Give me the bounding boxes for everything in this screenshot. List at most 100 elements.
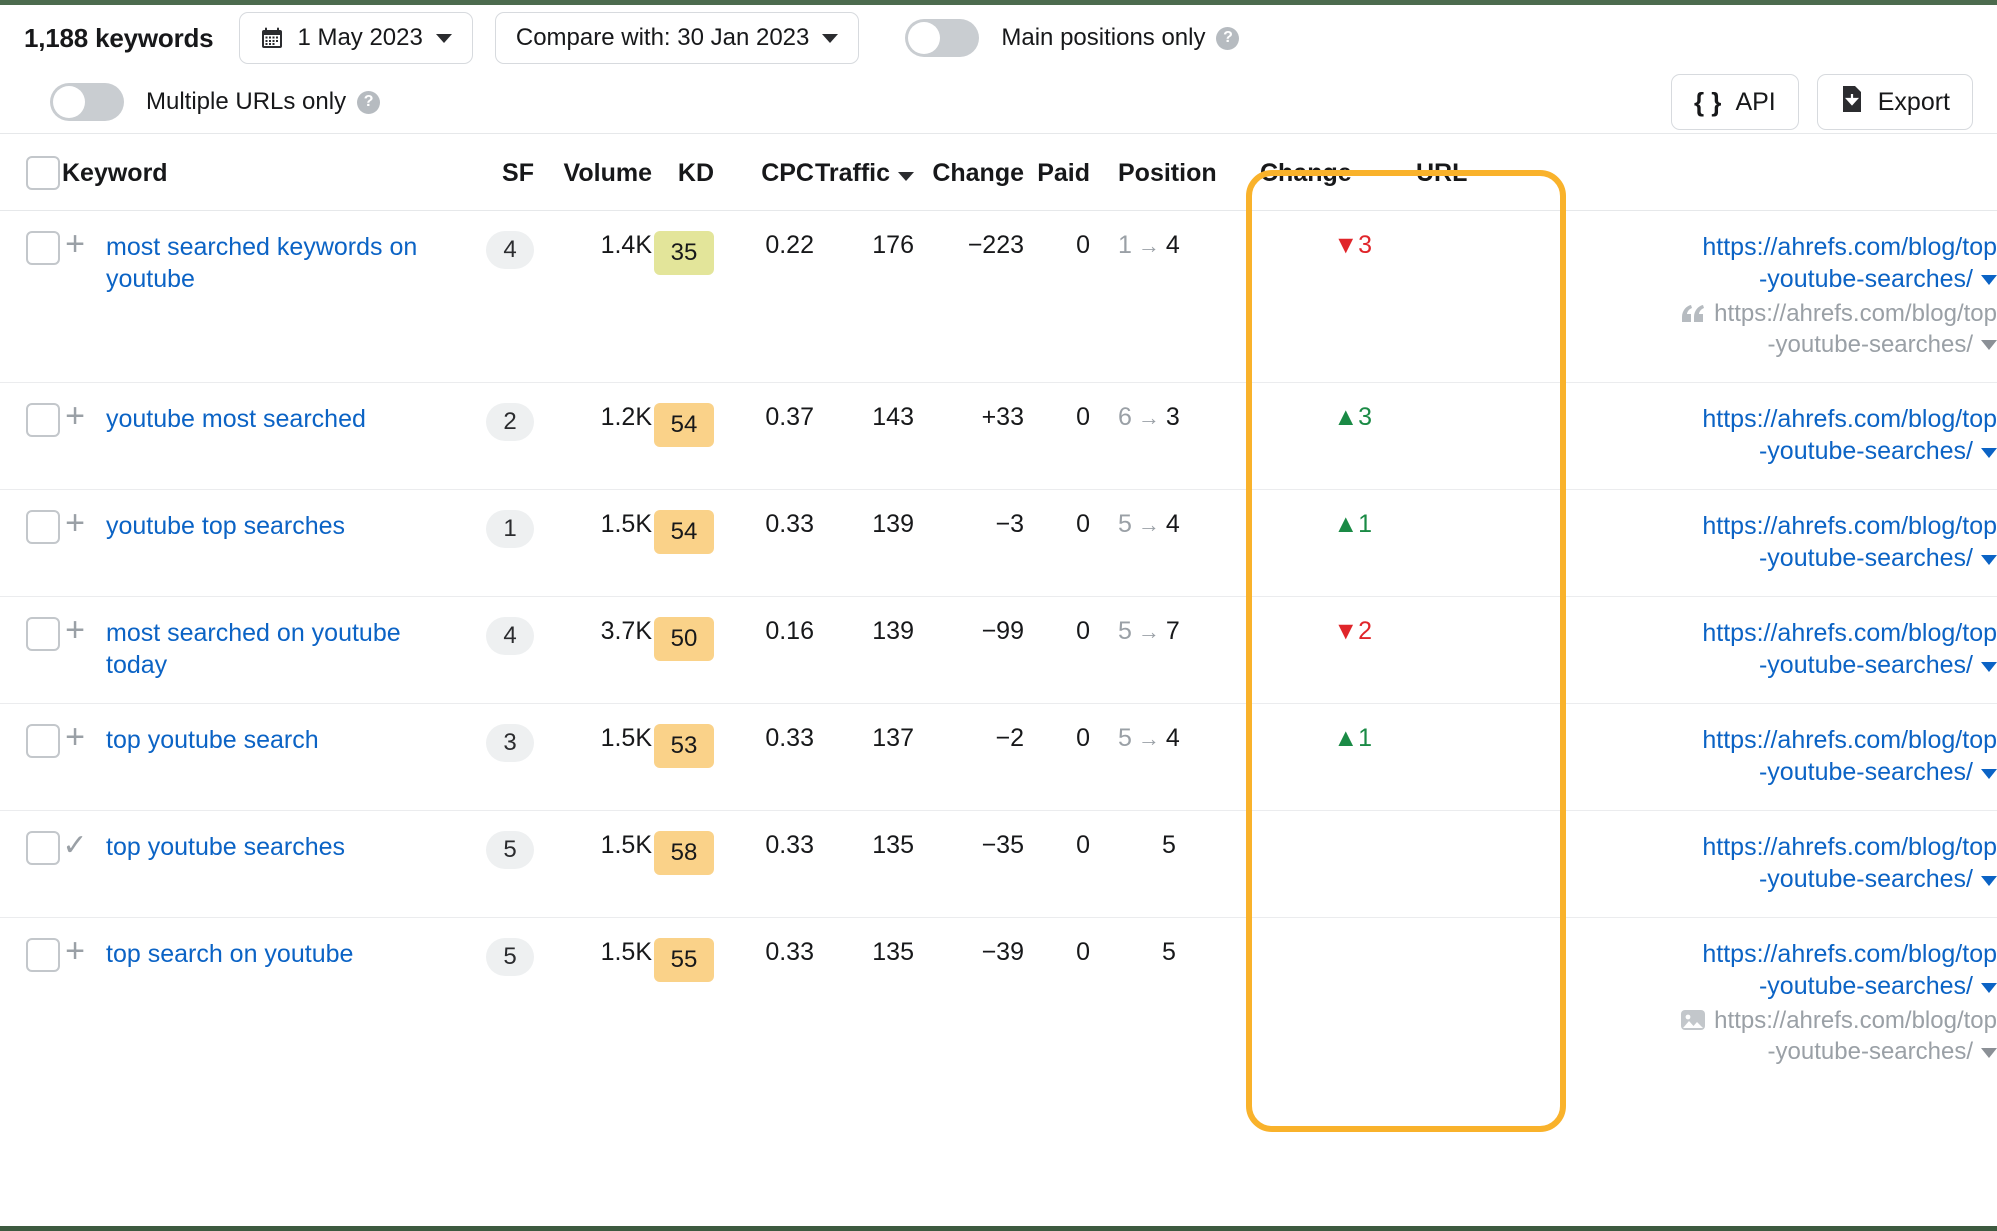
cpc-cell: 0.22 bbox=[714, 210, 814, 384]
sub-url-link[interactable]: https://ahrefs.com/blog/top -youtube-sear… bbox=[1390, 1006, 1997, 1067]
sf-cell: 1 bbox=[444, 489, 534, 598]
position-change-cell: ▲1 bbox=[1260, 489, 1390, 598]
url-link[interactable]: https://ahrefs.com/blog/top -youtube-sear… bbox=[1702, 940, 1997, 1001]
column-header-traffic[interactable]: Traffic bbox=[814, 133, 914, 211]
sf-cell: 4 bbox=[444, 596, 534, 705]
cpc-cell: 0.33 bbox=[714, 703, 814, 812]
volume-cell: 1.5K bbox=[534, 703, 652, 812]
url-link[interactable]: https://ahrefs.com/blog/top -youtube-sear… bbox=[1702, 726, 1997, 787]
url-link[interactable]: https://ahrefs.com/blog/top -youtube-sear… bbox=[1702, 619, 1997, 680]
kd-badge: 35 bbox=[654, 231, 714, 275]
chevron-down-icon[interactable] bbox=[1981, 275, 1997, 286]
check-icon[interactable]: ✓ bbox=[62, 829, 88, 863]
keyword-cell: + youtube most searched bbox=[62, 382, 444, 491]
position-cell: 5 → 7 bbox=[1090, 596, 1260, 705]
plus-icon[interactable]: + bbox=[65, 225, 85, 263]
multiple-urls-only-toggle[interactable] bbox=[50, 83, 124, 121]
main-positions-only-toggle[interactable] bbox=[905, 19, 980, 57]
keyword-link[interactable]: top youtube searches bbox=[106, 833, 346, 862]
url-link[interactable]: https://ahrefs.com/blog/top -youtube-sear… bbox=[1702, 405, 1997, 466]
row-checkbox[interactable] bbox=[26, 617, 60, 652]
compare-date-picker[interactable]: Compare with: 30 Jan 2023 bbox=[494, 12, 860, 64]
table-row[interactable]: + youtube top searches 1 1.5K 54 0.33 139 −3 0 5 →… bbox=[0, 489, 1997, 598]
keyword-link[interactable]: most searched keywords on youtube bbox=[106, 233, 418, 293]
chevron-down-icon[interactable] bbox=[1981, 1047, 1997, 1058]
chevron-down-icon[interactable] bbox=[1981, 661, 1997, 672]
chevron-down-icon[interactable] bbox=[1981, 447, 1997, 458]
column-header-position[interactable]: Position bbox=[1090, 133, 1260, 211]
top-accent-strip bbox=[0, 0, 1997, 5]
column-header-cpc[interactable]: CPC bbox=[714, 133, 814, 211]
table-row[interactable]: + top search on youtube 5 1.5K 55 0.33 135 −39 0… bbox=[0, 918, 1997, 1090]
export-button[interactable]: Export bbox=[1816, 74, 1973, 130]
chevron-down-icon[interactable] bbox=[1981, 875, 1997, 886]
position-change-value: 1 bbox=[1358, 510, 1372, 539]
column-header-url[interactable]: URL bbox=[1390, 133, 1997, 211]
chevron-down-icon[interactable] bbox=[1981, 554, 1997, 565]
plus-icon[interactable]: + bbox=[65, 397, 85, 436]
position-before: 5 bbox=[1118, 510, 1132, 539]
column-header-keyword[interactable]: Keyword bbox=[62, 133, 444, 211]
plus-icon[interactable]: + bbox=[65, 504, 85, 543]
column-header-change[interactable]: Change bbox=[914, 133, 1024, 211]
paid-cell: 0 bbox=[1024, 489, 1090, 598]
row-select-cell bbox=[0, 703, 62, 812]
chevron-down-icon[interactable] bbox=[1981, 768, 1997, 779]
bottom-accent-strip bbox=[0, 1226, 1997, 1231]
keyword-link[interactable]: top search on youtube bbox=[106, 940, 354, 969]
help-icon[interactable]: ? bbox=[357, 90, 381, 114]
row-checkbox[interactable] bbox=[26, 403, 60, 438]
position-change-cell: ▲1 bbox=[1260, 703, 1390, 812]
kd-badge: 55 bbox=[654, 938, 714, 983]
row-checkbox[interactable] bbox=[26, 938, 60, 973]
table-row[interactable]: + most searched keywords on youtube 4 1.4K 3… bbox=[0, 210, 1997, 384]
column-header-sf[interactable]: SF bbox=[444, 133, 534, 211]
calendar-icon bbox=[260, 26, 284, 50]
arrow-right-icon: → bbox=[1137, 233, 1160, 258]
column-header-kd[interactable]: KD bbox=[652, 133, 714, 211]
table-row[interactable]: + most searched on youtube today 4 3.7K 50 0.… bbox=[0, 596, 1997, 705]
plus-icon[interactable]: + bbox=[65, 718, 85, 757]
kd-badge: 50 bbox=[654, 617, 714, 662]
table-row[interactable]: + youtube most searched 2 1.2K 54 0.37 143 +33 0… bbox=[0, 382, 1997, 491]
chevron-down-icon[interactable] bbox=[1981, 340, 1997, 351]
url-cell: https://ahrefs.com/blog/top -youtube-sear… bbox=[1390, 810, 1997, 919]
keyword-link[interactable]: top youtube search bbox=[106, 726, 319, 755]
column-header-paid[interactable]: Paid bbox=[1024, 133, 1090, 211]
traffic-change-cell: −223 bbox=[914, 210, 1024, 384]
position-change-value: 3 bbox=[1358, 231, 1372, 259]
keyword-cell: + top youtube search bbox=[62, 703, 444, 812]
column-header-position-change[interactable]: Change bbox=[1260, 133, 1390, 211]
cpc-cell: 0.33 bbox=[714, 489, 814, 598]
chevron-down-icon[interactable] bbox=[1981, 982, 1997, 993]
keyword-link[interactable]: youtube top searches bbox=[106, 512, 346, 541]
api-button[interactable]: { } API bbox=[1670, 74, 1799, 130]
position-cell: 5 → 4 bbox=[1090, 703, 1260, 812]
main-positions-only-group: Main positions only ? bbox=[905, 19, 1240, 57]
table-row[interactable]: ✓ top youtube searches 5 1.5K 58 0.33 135 −35 0 5… bbox=[0, 810, 1997, 919]
kd-badge: 54 bbox=[654, 510, 714, 555]
sf-badge: 4 bbox=[486, 231, 534, 269]
help-icon[interactable]: ? bbox=[1216, 26, 1240, 50]
sf-cell: 4 bbox=[444, 210, 534, 384]
url-link[interactable]: https://ahrefs.com/blog/top -youtube-sear… bbox=[1702, 833, 1997, 894]
keyword-link[interactable]: most searched on youtube today bbox=[106, 619, 401, 680]
row-checkbox[interactable] bbox=[26, 231, 60, 265]
arrow-right-icon: → bbox=[1137, 726, 1160, 752]
plus-icon[interactable]: + bbox=[65, 932, 85, 971]
url-link[interactable]: https://ahrefs.com/blog/top -youtube-sear… bbox=[1702, 233, 1997, 293]
keyword-link[interactable]: youtube most searched bbox=[106, 405, 366, 434]
select-all-checkbox[interactable] bbox=[26, 156, 60, 190]
url-link[interactable]: https://ahrefs.com/blog/top -youtube-sear… bbox=[1702, 512, 1997, 573]
plus-icon[interactable]: + bbox=[65, 611, 85, 650]
row-checkbox[interactable] bbox=[26, 831, 60, 866]
column-header-volume[interactable]: Volume bbox=[534, 133, 652, 211]
sub-url-link[interactable]: https://ahrefs.com/blog/top -youtube-sear… bbox=[1390, 299, 1997, 360]
traffic-change-cell: −2 bbox=[914, 703, 1024, 812]
row-checkbox[interactable] bbox=[26, 510, 60, 545]
api-button-label: API bbox=[1735, 87, 1776, 116]
date-picker[interactable]: 1 May 2023 bbox=[239, 12, 473, 64]
download-file-icon bbox=[1840, 85, 1864, 120]
table-row[interactable]: + top youtube search 3 1.5K 53 0.33 137 −2 0 5 → 4 ▲… bbox=[0, 703, 1997, 812]
row-checkbox[interactable] bbox=[26, 724, 60, 759]
